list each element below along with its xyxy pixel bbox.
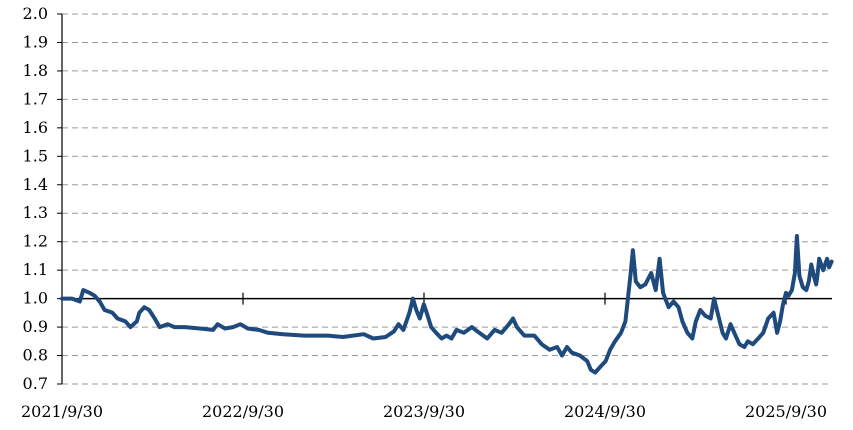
y-tick-label: 1.6 <box>23 118 48 137</box>
x-tick-label: 2023/9/30 <box>383 402 465 421</box>
y-tick-label: 1.4 <box>23 175 48 194</box>
y-tick-label: 1.5 <box>23 146 48 165</box>
x-tick-label: 2024/9/30 <box>564 402 646 421</box>
y-tick-label: 1.9 <box>23 32 48 51</box>
series-line <box>60 234 834 375</box>
y-tick-label: 1.3 <box>23 203 48 222</box>
y-tick-label: 0.8 <box>23 346 48 365</box>
y-tick-label: 1.7 <box>23 89 48 108</box>
x-tick-label: 2025/9/30 <box>745 402 827 421</box>
y-tick-label: 0.9 <box>23 317 48 336</box>
gridlines <box>62 13 832 385</box>
y-tick-label: 0.7 <box>23 374 48 393</box>
x-tick-label: 2021/9/30 <box>21 402 103 421</box>
y-axis-ticks: 2.0 1.9 1.8 1.7 1.6 1.5 1.4 1.3 1.2 1.1 1.0 0.9 0.8 0… <box>23 4 62 393</box>
y-tick-label: 2.0 <box>23 4 48 23</box>
x-axis-ticks: 2021/9/30 2022/9/30 2023/9/30 2024/9/30 2025… <box>21 292 827 421</box>
y-tick-label: 1.8 <box>23 61 48 80</box>
y-tick-label: 1.2 <box>23 232 48 251</box>
y-tick-label: 1.1 <box>23 260 48 279</box>
x-tick-label: 2022/9/30 <box>202 402 284 421</box>
y-tick-label: 1.0 <box>23 289 48 308</box>
